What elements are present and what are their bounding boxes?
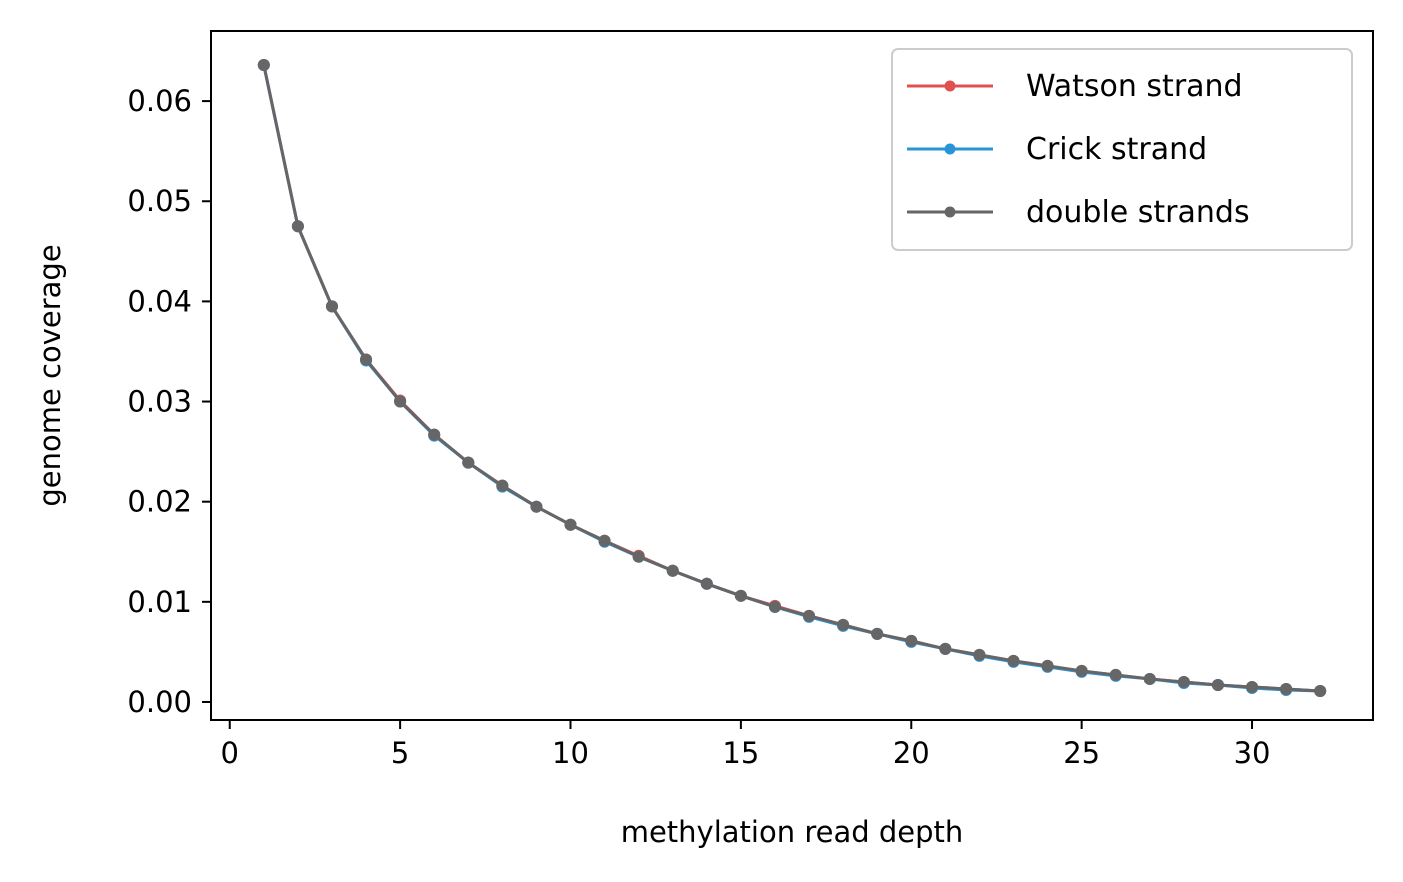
legend-label: Watson strand	[1026, 69, 1243, 104]
data-point	[394, 395, 407, 408]
x-tick-label: 0	[221, 736, 239, 770]
data-point	[905, 634, 918, 647]
y-tick-label: 0.02	[127, 485, 192, 519]
data-point	[734, 589, 747, 602]
data-point	[768, 600, 781, 613]
y-tick-label: 0.05	[127, 184, 192, 218]
data-point	[496, 479, 509, 492]
data-point	[1007, 654, 1020, 667]
legend-marker	[944, 206, 956, 218]
data-point	[428, 428, 441, 441]
legend: Watson strand Crick strand double strands	[891, 48, 1353, 251]
x-tick-label: 30	[1234, 736, 1271, 770]
legend-item: Watson strand	[907, 69, 1243, 104]
data-point	[700, 577, 713, 590]
x-tick-label: 25	[1063, 736, 1100, 770]
x-tick-label: 15	[722, 736, 759, 770]
data-point	[598, 534, 611, 547]
y-axis-label: genome coverage	[33, 244, 67, 506]
series-layer	[257, 59, 1327, 697]
legend-item: Crick strand	[907, 132, 1207, 167]
y-axis: 0.00 0.01 0.02 0.03 0.04 0.05 0.06	[127, 84, 211, 719]
data-point	[257, 59, 270, 72]
x-axis-label: methylation read depth	[621, 815, 964, 849]
y-tick-label: 0.00	[127, 685, 192, 719]
y-tick-label: 0.01	[127, 585, 192, 619]
data-point	[1246, 680, 1259, 693]
x-tick-label: 5	[391, 736, 409, 770]
x-axis: 0 5 10 15 20 25 30	[221, 720, 1271, 770]
data-point	[871, 627, 884, 640]
legend-box	[891, 48, 1353, 251]
y-tick-label: 0.03	[127, 385, 192, 419]
data-point	[1041, 659, 1054, 672]
data-point	[939, 642, 952, 655]
y-tick-label: 0.04	[127, 284, 192, 318]
data-point	[1314, 684, 1327, 697]
series-double-strands	[257, 59, 1327, 697]
legend-label: Crick strand	[1026, 132, 1207, 167]
legend-label: double strands	[1026, 195, 1250, 230]
data-point	[1143, 672, 1156, 685]
legend-marker	[944, 80, 956, 92]
legend-item: double strands	[907, 195, 1250, 230]
plot-area-frame	[210, 30, 1374, 721]
x-tick-label: 10	[552, 736, 589, 770]
data-point	[1177, 675, 1190, 688]
data-point	[564, 518, 577, 531]
legend-marker	[944, 143, 956, 155]
data-point	[360, 353, 373, 366]
data-point	[291, 220, 304, 233]
y-tick-label: 0.06	[127, 84, 192, 118]
data-point	[973, 648, 986, 661]
data-point	[325, 300, 338, 313]
x-tick-label: 20	[893, 736, 930, 770]
data-point	[666, 564, 679, 577]
data-point	[1075, 664, 1088, 677]
data-point	[530, 500, 543, 513]
data-point	[462, 456, 475, 469]
data-point	[837, 618, 850, 631]
data-point	[1280, 682, 1293, 695]
data-point	[1211, 678, 1224, 691]
data-point	[632, 550, 645, 563]
data-point	[803, 609, 816, 622]
data-point	[1109, 668, 1122, 681]
